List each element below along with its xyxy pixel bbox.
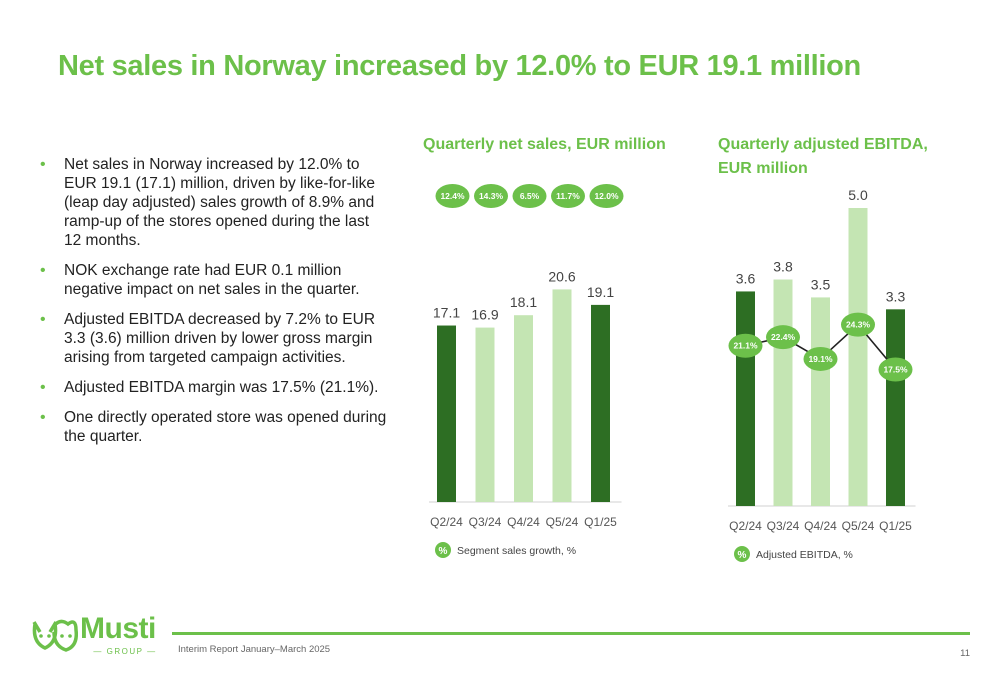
bullet-item: • Adjusted EBITDA decreased by 7.2% to EU… <box>40 310 390 367</box>
bar <box>773 279 793 506</box>
bar <box>736 291 755 506</box>
value-label: 18.1 <box>510 294 537 310</box>
legend-symbol: % <box>439 546 448 557</box>
growth-badge-label: 14.3% <box>479 191 504 201</box>
growth-badge-label: 12.0% <box>594 191 619 201</box>
logo-sub-text: GROUP <box>106 647 144 656</box>
bullet-text: Adjusted EBITDA decreased by 7.2% to EUR… <box>64 311 376 366</box>
growth-badge <box>435 184 470 208</box>
bullet-dot-icon: • <box>40 409 46 426</box>
tick-label: Q4/24 <box>804 519 837 533</box>
growth-badge <box>589 184 624 208</box>
net-sales-chart-title: Quarterly net sales, EUR million <box>423 136 666 153</box>
margin-badge <box>803 346 838 371</box>
footer-divider <box>172 632 970 635</box>
logo-subtitle: — GROUP — <box>93 647 157 656</box>
bullet-list: • Net sales in Norway increased by 12.0% … <box>40 155 390 457</box>
bullet-text: NOK exchange rate had EUR 0.1 million ne… <box>64 262 360 298</box>
page-number: 11 <box>960 648 970 659</box>
bullet-item: • NOK exchange rate had EUR 0.1 million n… <box>40 261 390 299</box>
bar <box>437 325 456 502</box>
ebitda-chart: 3.6 Q2/24 3.8 Q3/24 3.5 Q4/24 5.0 Q5/24 3.3 Q1/25… <box>728 187 916 562</box>
ebitda-chart-title: Quarterly adjusted EBITDA, EUR million <box>718 136 928 177</box>
margin-badge <box>766 325 800 350</box>
bar <box>591 304 610 502</box>
tick-label: Q5/24 <box>842 519 875 533</box>
pet-faces-icon <box>32 619 78 652</box>
legend-label: Segment sales growth, % <box>457 545 576 557</box>
margin-badge <box>841 312 875 337</box>
bullet-dot-icon: • <box>40 262 46 279</box>
growth-badge-label: 11.7% <box>556 191 580 201</box>
footer-text: Interim Report January–March 2025 <box>178 644 331 655</box>
logo-wordmark: Musti <box>80 612 156 645</box>
margin-badge-label: 22.4% <box>771 332 796 342</box>
value-label: 3.3 <box>886 288 906 304</box>
tick-label: Q3/24 <box>767 519 800 533</box>
bullet-text: Net sales in Norway increased by 12.0% t… <box>64 156 375 249</box>
margin-badge-label: 24.3% <box>846 320 871 330</box>
page-title: Net sales in Norway increased by 12.0% t… <box>58 50 861 82</box>
bullet-dot-icon: • <box>40 311 46 328</box>
value-label: 3.8 <box>773 259 793 275</box>
bar <box>475 327 495 502</box>
tick-label: Q2/24 <box>430 515 463 529</box>
bar <box>848 208 868 506</box>
legend-badge-icon <box>435 542 451 558</box>
margin-badge-label: 17.5% <box>883 365 908 375</box>
growth-badge-label: 12.4% <box>440 191 465 201</box>
value-label: 5.0 <box>848 187 868 203</box>
musti-logo: Musti — GROUP — <box>30 612 170 662</box>
bar <box>811 297 830 506</box>
tick-label: Q2/24 <box>729 519 762 533</box>
tick-label: Q5/24 <box>546 515 579 529</box>
bullet-text: Adjusted EBITDA margin was 17.5% (21.1%)… <box>64 379 379 396</box>
growth-badge <box>551 184 585 208</box>
growth-badge-label: 6.5% <box>520 191 540 201</box>
bar <box>552 289 572 502</box>
bullet-dot-icon: • <box>40 379 46 396</box>
value-label: 17.1 <box>433 305 460 321</box>
bullet-text: One directly operated store was opened d… <box>64 409 387 445</box>
tick-label: Q1/25 <box>584 515 617 529</box>
tick-label: Q3/24 <box>469 515 502 529</box>
margin-badge <box>728 333 763 358</box>
growth-badge <box>512 184 547 208</box>
bar <box>514 315 533 502</box>
value-label: 19.1 <box>587 284 614 300</box>
legend-label: Adjusted EBITDA, % <box>756 549 853 561</box>
bullet-item: • One directly operated store was opened … <box>40 408 390 446</box>
margin-badge <box>878 357 913 382</box>
legend-symbol: % <box>738 550 747 561</box>
bullet-item: • Net sales in Norway increased by 12.0% … <box>40 155 390 250</box>
net-sales-chart: 17.1 Q2/24 16.9 Q3/24 18.1 Q4/24 20.6 Q5/24 19.1… <box>429 184 624 558</box>
bullet-item: • Adjusted EBITDA margin was 17.5% (21.1%… <box>40 378 390 397</box>
bar <box>886 309 905 506</box>
value-label: 3.6 <box>736 270 756 286</box>
tick-label: Q4/24 <box>507 515 540 529</box>
bullet-dot-icon: • <box>40 156 46 173</box>
margin-badge-label: 21.1% <box>733 341 758 351</box>
value-label: 20.6 <box>548 268 575 284</box>
value-label: 3.5 <box>811 276 831 292</box>
tick-label: Q1/25 <box>879 519 912 533</box>
legend-badge-icon <box>734 546 750 562</box>
margin-badge-label: 19.1% <box>808 354 833 364</box>
value-label: 16.9 <box>471 307 498 323</box>
growth-badge <box>474 184 508 208</box>
